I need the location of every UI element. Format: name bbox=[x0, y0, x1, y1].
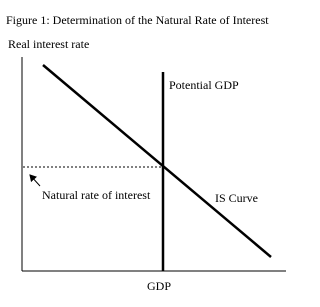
diagram: Figure 1: Determination of the Natural R… bbox=[6, 13, 286, 293]
x-axis-label: GDP bbox=[147, 279, 171, 293]
y-axis-label: Real interest rate bbox=[8, 37, 89, 51]
is-curve-label: IS Curve bbox=[215, 191, 258, 205]
potential-gdp-label: Potential GDP bbox=[169, 78, 239, 92]
figure-title: Figure 1: Determination of the Natural R… bbox=[6, 13, 269, 27]
natural-rate-label: Natural rate of interest bbox=[42, 188, 151, 202]
arrow bbox=[29, 174, 41, 187]
is-curve-line bbox=[42, 64, 272, 258]
